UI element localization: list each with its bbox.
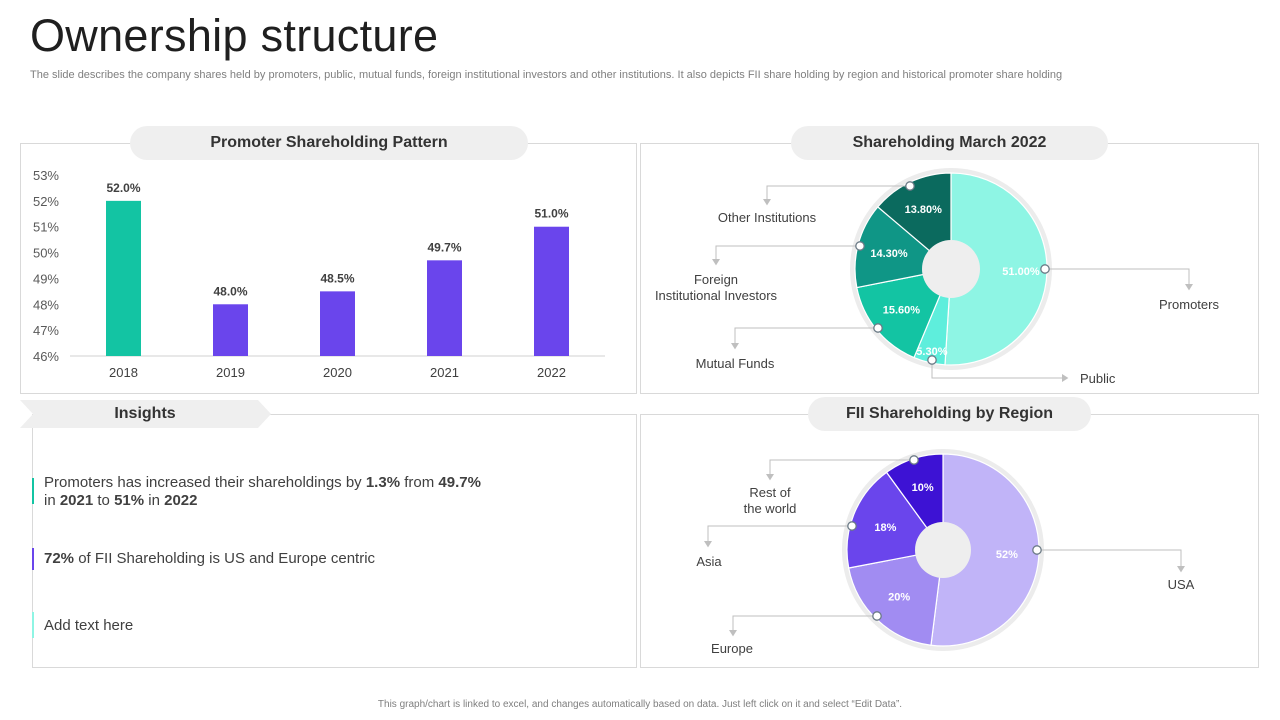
march-connector-arrow-4 bbox=[763, 199, 771, 206]
march-slice-label-3: 14.30% bbox=[870, 248, 908, 260]
fii-slice-label-3: 10% bbox=[912, 482, 934, 494]
fii-chart-title: FII Shareholding by Region bbox=[808, 397, 1091, 431]
y-tick-label: 52% bbox=[33, 194, 59, 209]
march-connector-4 bbox=[766, 185, 910, 199]
march-category-label-2: Mutual Funds bbox=[696, 356, 775, 371]
march-category-label-4: Other Institutions bbox=[718, 210, 817, 225]
fii-connector-arrow-0 bbox=[1177, 566, 1185, 573]
fii-pie-hole bbox=[915, 522, 971, 578]
fii-marker-0 bbox=[1032, 545, 1042, 555]
march-marker-1 bbox=[927, 355, 937, 365]
fii-connector-3 bbox=[769, 459, 914, 474]
march-marker-4 bbox=[905, 181, 915, 191]
fii-category-label-3: Rest of bbox=[749, 485, 791, 500]
fii-category-label-0: USA bbox=[1168, 577, 1195, 592]
bar-2019 bbox=[213, 304, 248, 356]
promoter-chart-title: Promoter Shareholding Pattern bbox=[130, 126, 528, 160]
page-title: Ownership structure bbox=[30, 10, 439, 61]
insights-title: Insights bbox=[114, 405, 176, 422]
fii-connector-0 bbox=[1037, 549, 1182, 566]
fii-slice-label-1: 20% bbox=[888, 592, 910, 604]
x-tick-label-2022: 2022 bbox=[537, 365, 566, 380]
fii-category-label-2: Asia bbox=[696, 554, 722, 569]
insights-header-shape bbox=[20, 400, 271, 428]
fii-connector-arrow-1 bbox=[729, 630, 737, 637]
bar-2022 bbox=[534, 226, 569, 356]
y-tick-label: 51% bbox=[33, 220, 59, 235]
march-marker-2 bbox=[873, 323, 883, 333]
data-label-2019: 48.0% bbox=[213, 284, 247, 298]
data-label-2021: 49.7% bbox=[427, 240, 461, 254]
march-connector-3 bbox=[715, 245, 860, 259]
insight-item-2: 72% of FII Shareholding is US and Europe… bbox=[44, 550, 376, 567]
y-tick-label: 50% bbox=[33, 246, 59, 261]
data-label-2022: 51.0% bbox=[534, 207, 568, 221]
data-label-2018: 52.0% bbox=[106, 181, 140, 195]
march-marker-3 bbox=[855, 241, 865, 251]
insight-accent-3 bbox=[32, 612, 34, 638]
fii-category-label-3: the world bbox=[744, 501, 797, 516]
march-connector-2 bbox=[734, 327, 878, 343]
y-tick-label: 47% bbox=[33, 323, 59, 338]
fii-connector-2 bbox=[707, 525, 852, 541]
march-category-label-1: Public bbox=[1080, 371, 1116, 386]
insights-panel bbox=[32, 414, 637, 668]
march-connector-arrow-3 bbox=[712, 259, 720, 266]
march-connector-arrow-1 bbox=[1062, 374, 1069, 382]
march-category-label-0: Promoters bbox=[1159, 297, 1219, 312]
insight-item-1: Promoters has increased their shareholdi… bbox=[44, 474, 481, 509]
y-tick-label: 49% bbox=[33, 271, 59, 286]
insight-accent-2 bbox=[32, 548, 34, 570]
x-tick-label-2019: 2019 bbox=[216, 365, 245, 380]
march-slice-label-1: 5.30% bbox=[916, 346, 947, 358]
march-connector-1 bbox=[931, 360, 1062, 379]
fii-slice-label-2: 18% bbox=[874, 522, 896, 534]
march-slice-label-0: 51.00% bbox=[1002, 266, 1040, 278]
x-tick-label-2020: 2020 bbox=[323, 365, 352, 380]
y-tick-label: 46% bbox=[33, 349, 59, 364]
page-subtitle: The slide describes the company shares h… bbox=[30, 69, 1063, 81]
bar-2021 bbox=[427, 260, 462, 356]
fii-connector-arrow-2 bbox=[704, 541, 712, 548]
march-connector-arrow-0 bbox=[1185, 284, 1193, 291]
march-chart-title: Shareholding March 2022 bbox=[791, 126, 1108, 160]
fii-connector-arrow-3 bbox=[766, 474, 774, 481]
y-tick-label: 53% bbox=[33, 168, 59, 183]
march-category-label-3: Institutional Investors bbox=[655, 288, 778, 303]
x-tick-label-2021: 2021 bbox=[430, 365, 459, 380]
march-category-label-3: Foreign bbox=[694, 272, 738, 287]
march-marker-0 bbox=[1040, 264, 1050, 274]
fii-connector-1 bbox=[732, 615, 877, 630]
bar-2018 bbox=[106, 200, 141, 356]
footer-note: This graph/chart is linked to excel, and… bbox=[377, 699, 903, 710]
insight-item-3: Add text here bbox=[44, 617, 134, 634]
x-tick-label-2018: 2018 bbox=[109, 365, 138, 380]
fii-slice-label-0: 52% bbox=[996, 549, 1018, 561]
y-tick-label: 48% bbox=[33, 297, 59, 312]
fii-marker-2 bbox=[847, 521, 857, 531]
fii-slice-0 bbox=[930, 453, 1040, 647]
march-pie-hole bbox=[922, 240, 980, 298]
march-connector-0 bbox=[1045, 268, 1190, 284]
fii-marker-1 bbox=[872, 611, 882, 621]
fii-category-label-1: Europe bbox=[711, 641, 753, 656]
march-slice-label-2: 15.60% bbox=[883, 304, 921, 316]
fii-marker-3 bbox=[909, 455, 919, 465]
data-label-2020: 48.5% bbox=[320, 271, 354, 285]
march-slice-label-4: 13.80% bbox=[905, 204, 943, 216]
march-connector-arrow-2 bbox=[731, 343, 739, 350]
bar-2020 bbox=[320, 291, 355, 356]
insight-accent-1 bbox=[32, 478, 34, 504]
